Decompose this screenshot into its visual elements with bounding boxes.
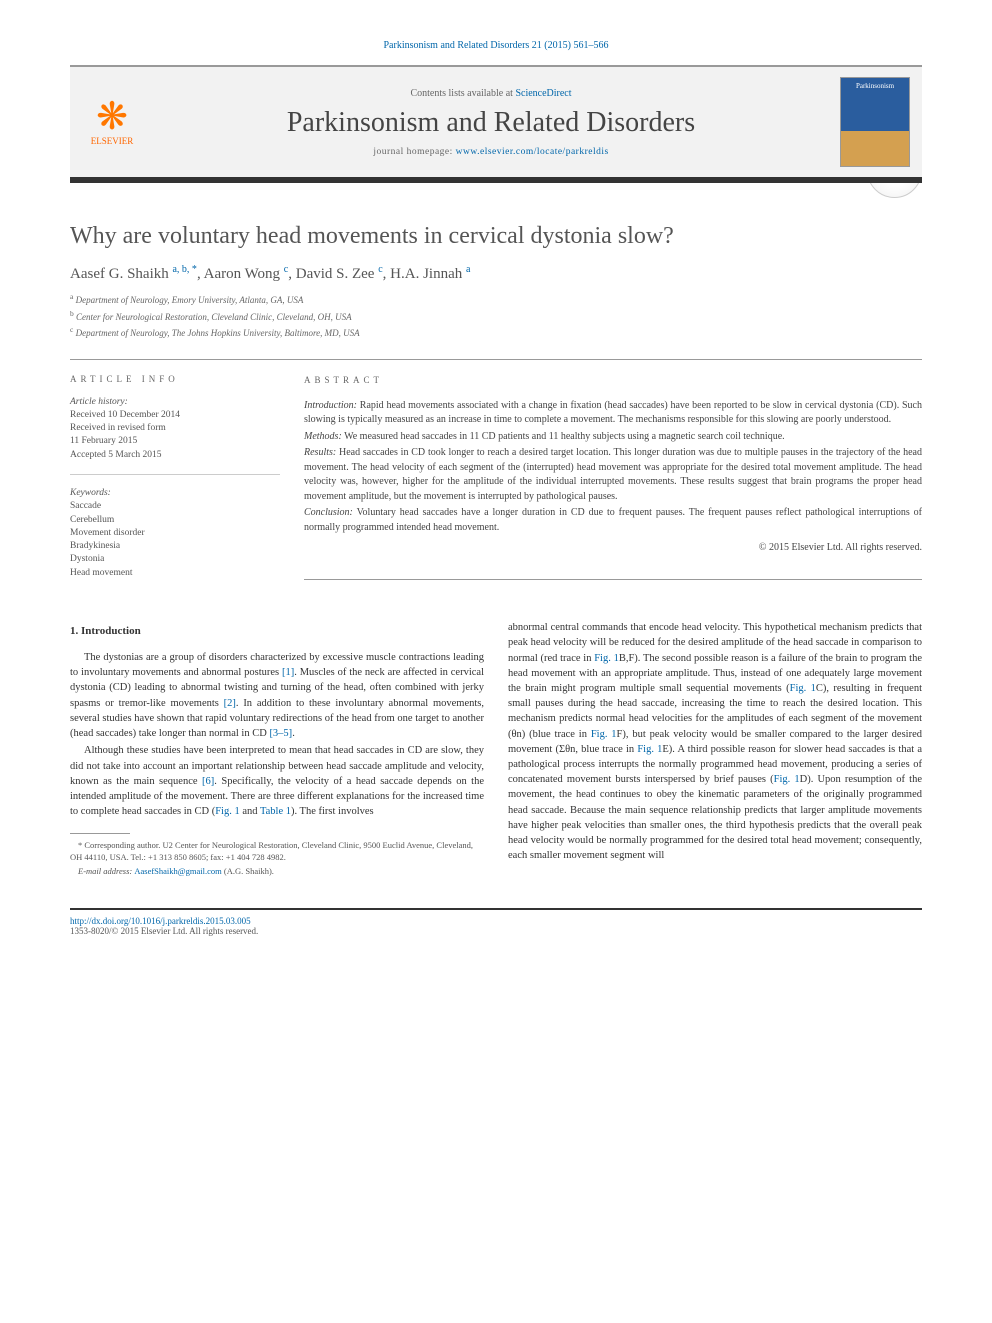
article-info-heading: article info (70, 374, 280, 384)
article-history: Article history: Received 10 December 20… (70, 396, 280, 475)
contents-available-line: Contents lists available at ScienceDirec… (142, 88, 840, 99)
keyword: Movement disorder (70, 527, 280, 540)
author-list: Aasef G. Shaikh a, b, *, Aaron Wong c, D… (70, 264, 922, 283)
figure-link[interactable]: Fig. 1 (790, 683, 816, 694)
keywords-block: Keywords: Saccade Cerebellum Movement di… (70, 487, 280, 580)
abstract-results: Results: Head saccades in CD took longer… (304, 446, 922, 504)
history-label: Article history: (70, 396, 280, 409)
keyword: Bradykinesia (70, 540, 280, 553)
keyword: Saccade (70, 500, 280, 513)
sciencedirect-link[interactable]: ScienceDirect (515, 88, 571, 99)
body-paragraph: The dystonias are a group of disorders c… (70, 650, 484, 741)
keyword: Cerebellum (70, 514, 280, 527)
revised-label: Received in revised form (70, 422, 280, 435)
homepage-link[interactable]: www.elsevier.com/locate/parkreldis (456, 147, 609, 157)
figure-link[interactable]: Fig. 1 (774, 774, 800, 785)
article-title: Why are voluntary head movements in cerv… (70, 223, 922, 250)
citation-link[interactable]: [1] (282, 667, 294, 678)
footnote-separator (70, 833, 130, 834)
abstract-conclusion: Conclusion: Voluntary head saccades have… (304, 506, 922, 535)
page-footer: http://dx.doi.org/10.1016/j.parkreldis.2… (70, 908, 922, 936)
author-affil-marker: a, b, * (172, 264, 196, 275)
homepage-line: journal homepage: www.elsevier.com/locat… (142, 147, 840, 157)
figure-link[interactable]: Fig. 1 (637, 744, 662, 755)
email-link[interactable]: AasefShaikh@gmail.com (134, 866, 221, 876)
author-affil-marker: c (378, 264, 382, 275)
keyword: Head movement (70, 567, 280, 580)
abstract-copyright: © 2015 Elsevier Ltd. All rights reserved… (304, 541, 922, 556)
revised-date: 11 February 2015 (70, 435, 280, 448)
masthead: ❋ ELSEVIER Contents lists available at S… (70, 65, 922, 183)
body-paragraph: Although these studies have been interpr… (70, 743, 484, 819)
accepted-date: Accepted 5 March 2015 (70, 449, 280, 462)
received-date: Received 10 December 2014 (70, 409, 280, 422)
footnotes: * Corresponding author. U2 Center for Ne… (70, 840, 484, 878)
issn-copyright: 1353-8020/© 2015 Elsevier Ltd. All right… (70, 926, 922, 936)
journal-name: Parkinsonism and Related Disorders (142, 107, 840, 139)
author-affil-marker: a (466, 264, 470, 275)
elsevier-tree-icon: ❋ (82, 98, 142, 136)
keywords-label: Keywords: (70, 487, 280, 500)
figure-link[interactable]: Fig. 1 (594, 653, 619, 664)
abstract: abstract Introduction: Rapid head moveme… (304, 360, 922, 581)
journal-cover-thumbnail[interactable]: Parkinsonism (840, 77, 910, 167)
table-link[interactable]: Table 1 (260, 806, 291, 817)
affiliation-c: c Department of Neurology, The Johns Hop… (70, 324, 922, 341)
citation-link[interactable]: [6] (202, 776, 214, 787)
corresponding-author-note: * Corresponding author. U2 Center for Ne… (70, 840, 484, 864)
citation-link[interactable]: [3–5] (269, 728, 292, 739)
homepage-prefix: journal homepage: (373, 147, 455, 157)
citation-link[interactable]: [2] (224, 698, 236, 709)
keyword: Dystonia (70, 553, 280, 566)
abstract-methods: Methods: We measured head saccades in 11… (304, 430, 922, 445)
article-body: 1. Introduction The dystonias are a grou… (70, 620, 922, 878)
figure-link[interactable]: Fig. 1 (591, 729, 617, 740)
author-affil-marker: c (284, 264, 288, 275)
figure-link[interactable]: Fig. 1 (215, 806, 240, 817)
cover-title: Parkinsonism (856, 82, 894, 90)
affiliation-b: b Center for Neurological Restoration, C… (70, 308, 922, 325)
article-info-sidebar: article info Article history: Received 1… (70, 360, 280, 581)
publisher-logo[interactable]: ❋ ELSEVIER (82, 98, 142, 146)
abstract-intro: Introduction: Rapid head movements assoc… (304, 399, 922, 428)
abstract-heading: abstract (304, 374, 922, 387)
header-citation: Parkinsonism and Related Disorders 21 (2… (70, 40, 922, 51)
doi-link[interactable]: http://dx.doi.org/10.1016/j.parkreldis.2… (70, 916, 922, 926)
publisher-name: ELSEVIER (82, 136, 142, 146)
affiliation-a: a Department of Neurology, Emory Univers… (70, 291, 922, 308)
affiliations: a Department of Neurology, Emory Univers… (70, 291, 922, 341)
contents-prefix: Contents lists available at (410, 88, 515, 99)
body-paragraph: abnormal central commands that encode he… (508, 620, 922, 864)
email-line: E-mail address: AasefShaikh@gmail.com (A… (70, 866, 484, 878)
section-1-heading: 1. Introduction (70, 624, 484, 640)
